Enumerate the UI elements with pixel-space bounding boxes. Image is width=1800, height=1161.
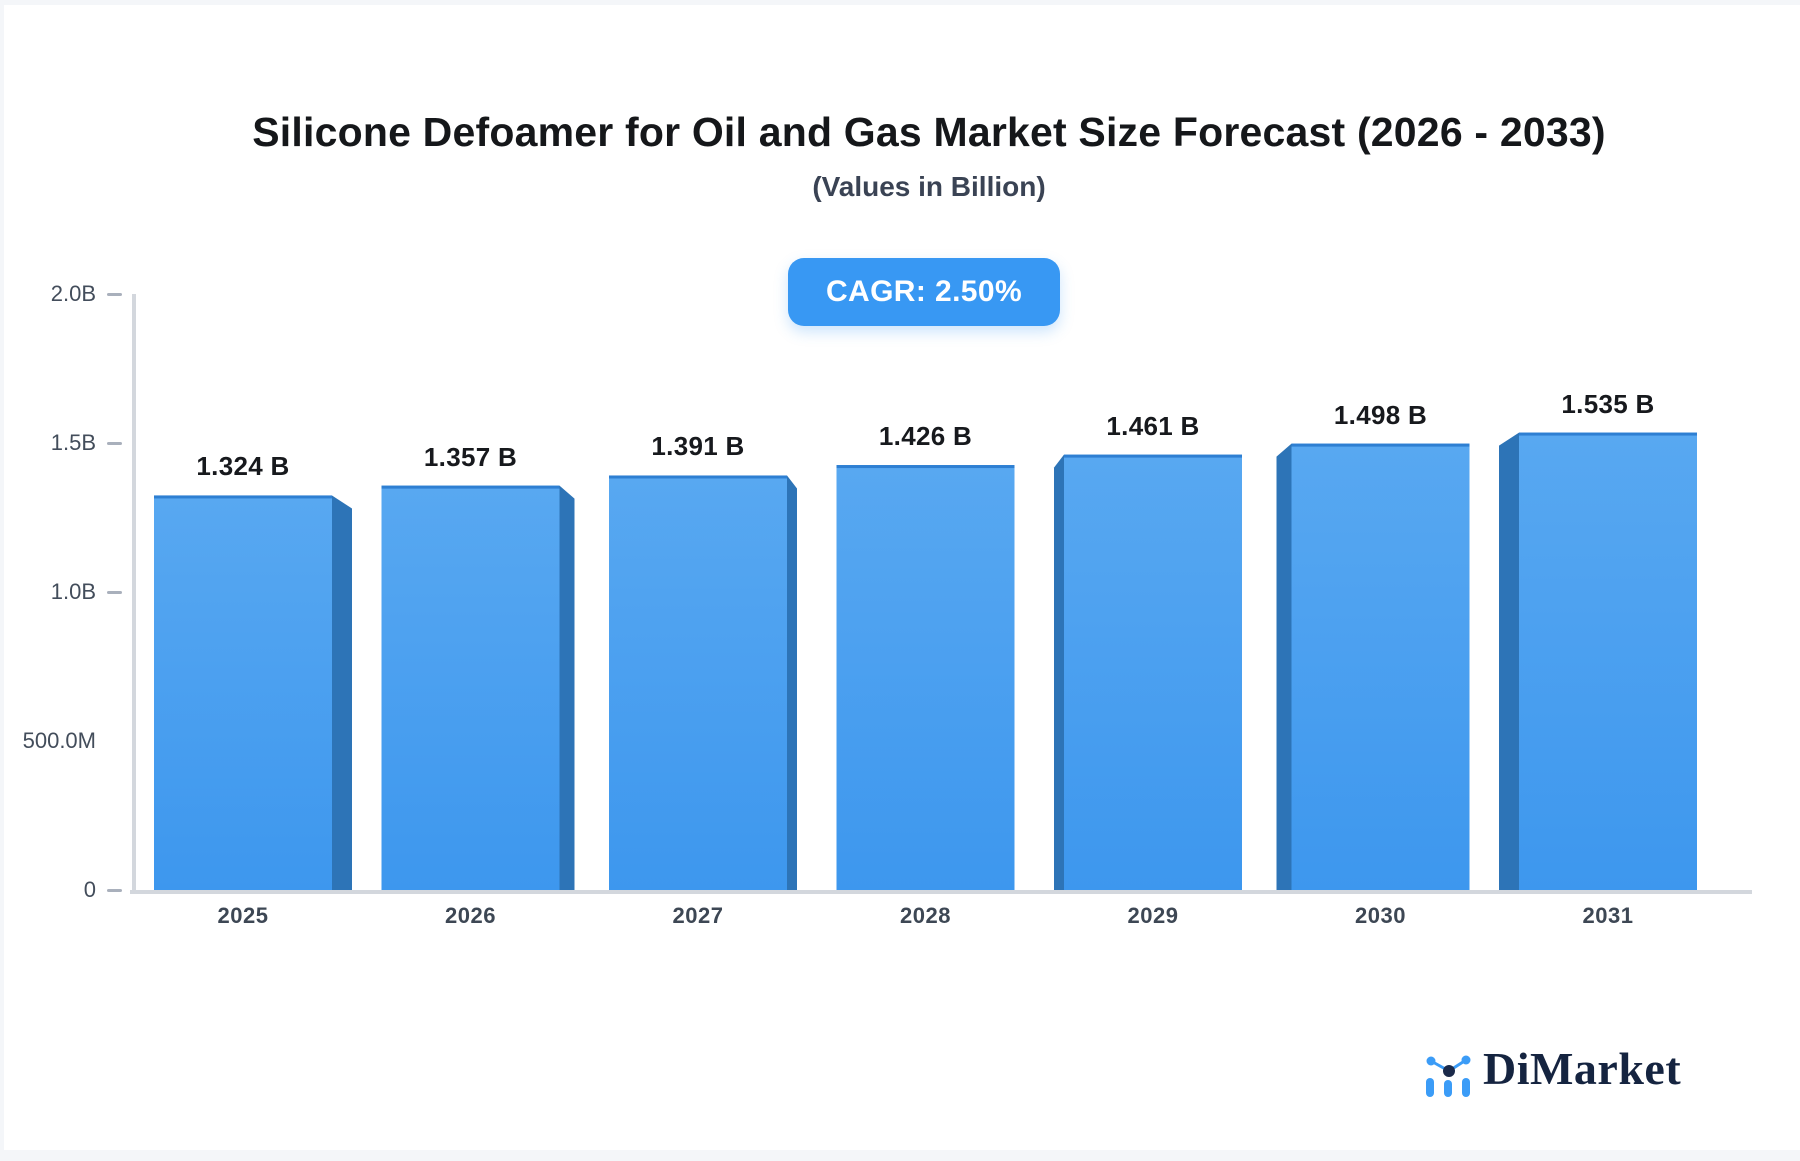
y-axis-tick-label: 2.0B — [50, 281, 96, 306]
chart-title: Silicone Defoamer for Oil and Gas Market… — [252, 109, 1606, 155]
bar-side-face — [787, 475, 797, 890]
bar-front-face — [1291, 443, 1470, 890]
bar-value-label: 1.357 B — [423, 441, 518, 472]
bar-value-label: 1.535 B — [1561, 388, 1655, 419]
chart-subtitle: (Values in Billion) — [812, 171, 1046, 202]
x-axis-label-2029: 2029 — [1127, 903, 1179, 928]
bar-2028[interactable] — [836, 465, 1015, 890]
bar-2031[interactable] — [1499, 432, 1697, 890]
x-axis-label-2027: 2027 — [672, 903, 724, 928]
bar-top-edge — [1291, 443, 1470, 447]
bar-value-label: 1.324 B — [196, 451, 290, 482]
bar-front-face — [836, 465, 1015, 890]
bar-top-edge — [609, 475, 787, 479]
bar-top-edge — [381, 485, 560, 489]
bar-front-face — [609, 475, 787, 890]
y-axis-tick — [107, 888, 122, 892]
bar-value-label: 1.391 B — [651, 431, 745, 462]
bar-side-face — [559, 485, 575, 890]
bar-value-label: 1.461 B — [1106, 410, 1200, 441]
chart-card: Silicone Defoamer for Oil and Gas Market… — [4, 5, 1800, 1150]
bar-side-face — [1499, 432, 1519, 890]
x-axis-label-2028: 2028 — [900, 903, 951, 928]
bar-top-edge — [1064, 454, 1242, 458]
bar-2027[interactable] — [609, 475, 797, 890]
bar-front-face — [381, 485, 560, 890]
x-axis-label-2025: 2025 — [217, 903, 269, 928]
bar-side-face — [1276, 443, 1292, 890]
y-axis-line — [132, 294, 136, 894]
x-axis-label-2030: 2030 — [1355, 903, 1406, 928]
y-axis-tick — [107, 590, 122, 594]
bar-top-edge — [154, 495, 332, 499]
y-axis-tick-label: 1.5B — [50, 430, 96, 455]
brand-logo: DiMarket — [1422, 1045, 1681, 1099]
bar-top-edge — [1519, 432, 1697, 436]
dimarket-chart-icon — [1426, 1055, 1471, 1097]
x-axis-label-2031: 2031 — [1582, 903, 1634, 928]
bar-front-face — [154, 495, 332, 890]
y-axis-tick-label: 1.0B — [50, 579, 96, 604]
bar-value-label: 1.498 B — [1333, 399, 1428, 430]
bar-front-face — [1064, 454, 1242, 890]
x-axis-baseline — [130, 890, 1752, 894]
bar-value-label: 1.426 B — [878, 421, 973, 452]
bar-top-edge — [836, 465, 1015, 469]
bar-side-face — [332, 495, 352, 890]
x-axis-label-2026: 2026 — [445, 903, 496, 928]
bars-layer — [154, 432, 1697, 890]
bar-2025[interactable] — [154, 495, 352, 890]
bar-chart: 1.324 B 2025 1.357 B 2026 1.391 B 2027 1.426 B… — [4, 5, 1800, 1150]
y-axis-tick-label: 0 — [83, 877, 96, 902]
bar-front-face — [1519, 432, 1697, 890]
y-axis-tick — [107, 292, 122, 296]
brand-name: DiMarket — [1483, 1043, 1682, 1094]
y-axis-tick-label: 500.0M — [22, 728, 96, 753]
cagr-badge: CAGR: 2.50% — [788, 258, 1060, 326]
bar-2030[interactable] — [1276, 443, 1470, 890]
bar-2029[interactable] — [1054, 454, 1242, 890]
bar-2026[interactable] — [381, 485, 575, 890]
bar-side-face — [1054, 454, 1064, 890]
y-axis-tick — [107, 441, 122, 445]
